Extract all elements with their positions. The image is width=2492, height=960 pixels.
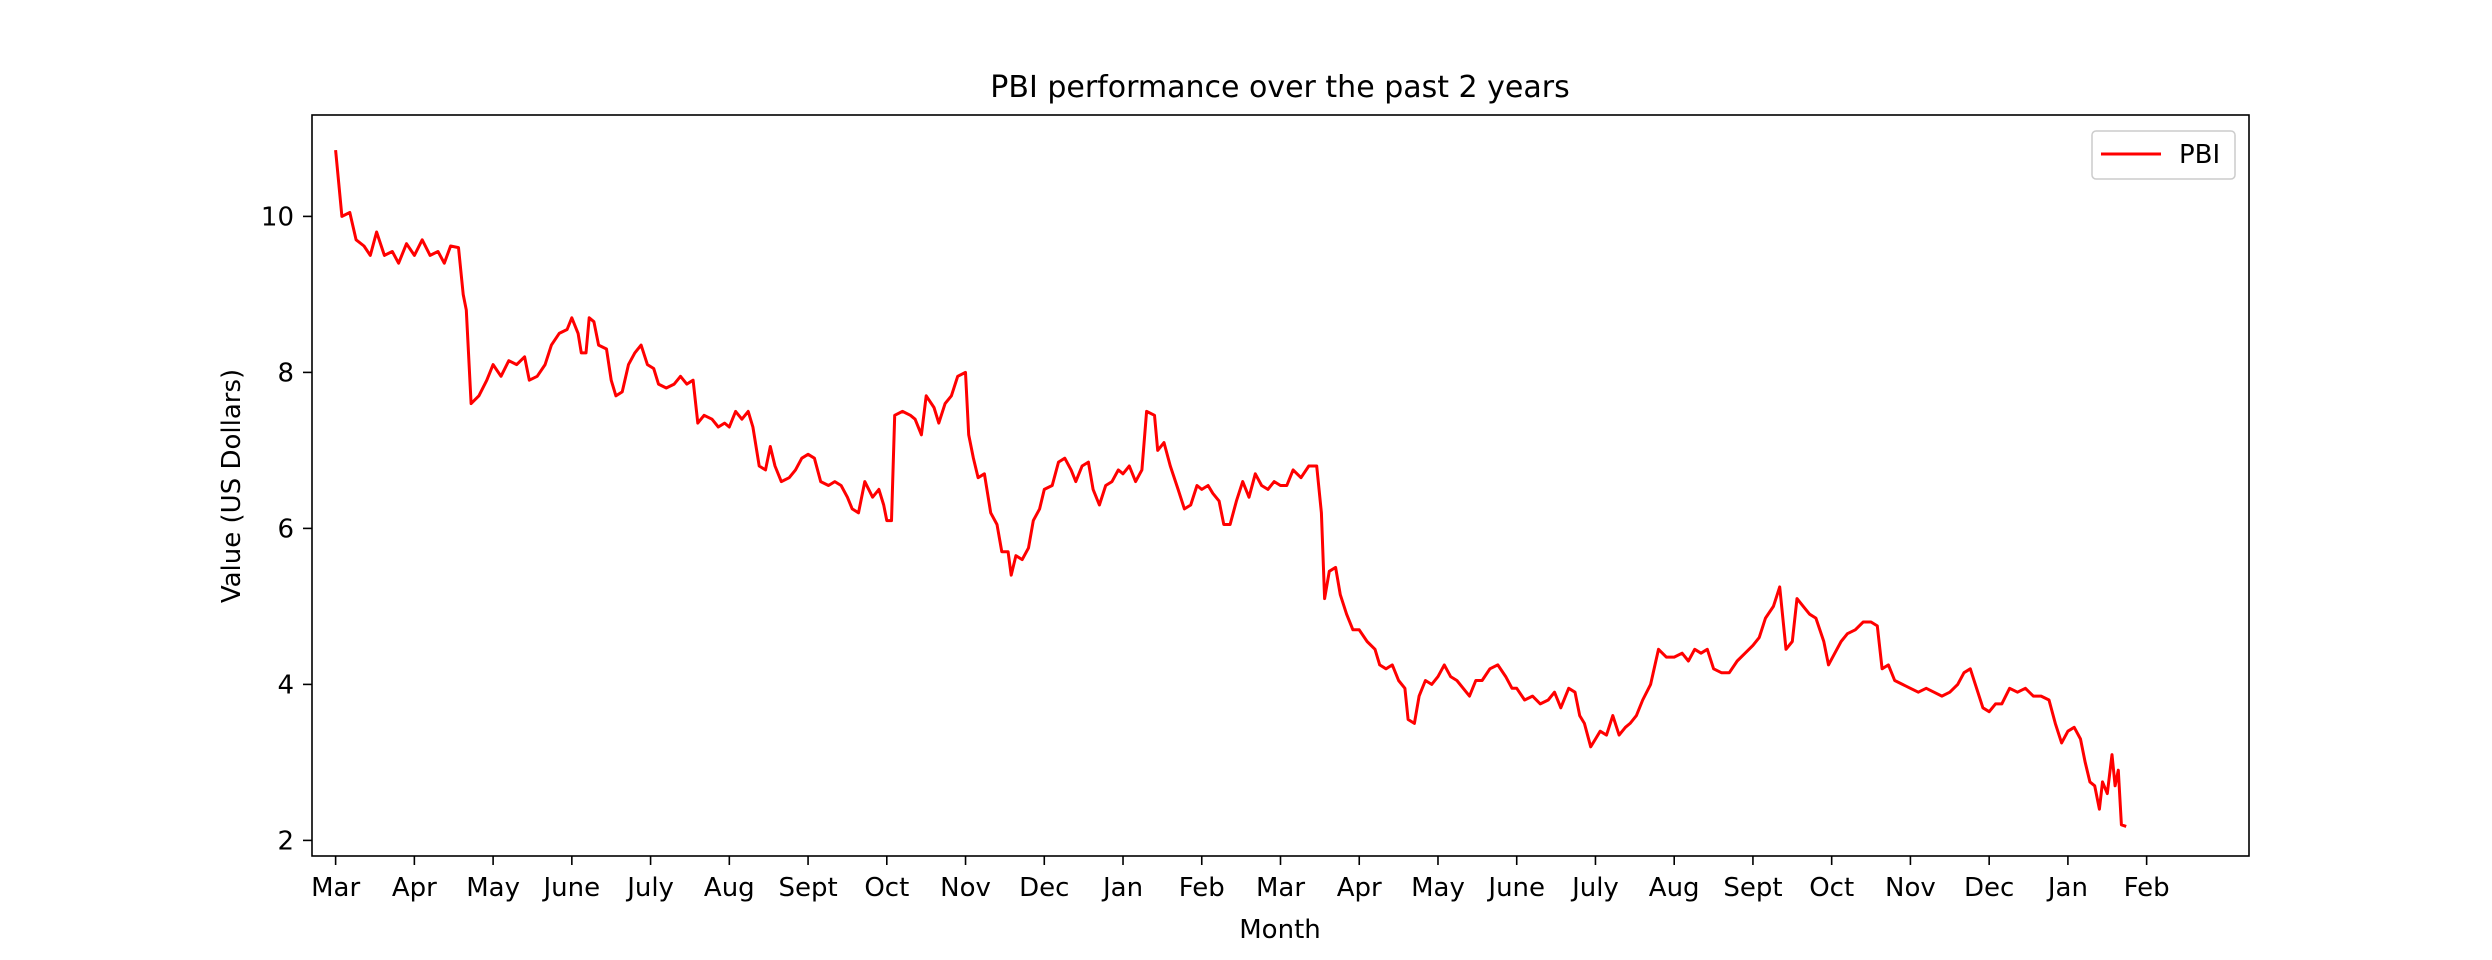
x-tick-label: Mar xyxy=(311,873,360,903)
x-tick-label: July xyxy=(625,873,674,903)
x-tick-label: Jan xyxy=(2046,873,2088,903)
x-tick-label: May xyxy=(466,873,520,903)
x-tick-label: Apr xyxy=(392,873,437,903)
x-tick-label: Nov xyxy=(940,873,991,903)
y-axis-ticks: 2 4 6 8 10 xyxy=(261,202,312,856)
y-tick-label: 8 xyxy=(277,358,294,388)
x-tick-label: Jan xyxy=(1101,873,1143,903)
legend: PBI xyxy=(2091,130,2236,180)
x-tick-label: Aug xyxy=(704,873,755,903)
x-tick-label: May xyxy=(1411,873,1465,903)
x-tick-label: Apr xyxy=(1337,873,1382,903)
y-tick-label: 6 xyxy=(277,514,294,544)
x-tick-label: Oct xyxy=(864,873,909,903)
x-axis-label: Month xyxy=(1239,915,1321,945)
x-axis-ticks: Mar Apr May June July Aug Sept Oct Nov Dec Jan Feb M… xyxy=(311,856,2170,903)
x-tick-label: Sept xyxy=(1723,873,1782,903)
series-line-pbi xyxy=(334,149,2127,828)
chart-title: PBI performance over the past 2 years xyxy=(990,70,1569,105)
x-tick-label: June xyxy=(542,873,601,903)
x-tick-label: Feb xyxy=(1179,873,1225,903)
legend-box xyxy=(2091,130,2236,180)
x-tick-label: Feb xyxy=(2124,873,2170,903)
y-tick-label: 2 xyxy=(277,826,294,856)
x-tick-label: Nov xyxy=(1885,873,1936,903)
x-tick-label: July xyxy=(1570,873,1619,903)
legend-label-pbi: PBI xyxy=(2179,140,2220,170)
x-tick-label: Oct xyxy=(1809,873,1854,903)
x-tick-label: Mar xyxy=(1256,873,1305,903)
x-tick-label: Aug xyxy=(1649,873,1700,903)
y-axis-label: Value (US Dollars) xyxy=(217,369,247,603)
y-tick-label: 10 xyxy=(261,202,294,232)
x-tick-label: Sept xyxy=(778,873,837,903)
series-layer xyxy=(334,149,2127,828)
x-tick-label: Dec xyxy=(1964,873,2014,903)
x-tick-label: Dec xyxy=(1019,873,1069,903)
y-tick-label: 4 xyxy=(277,670,294,700)
x-tick-label: June xyxy=(1486,873,1545,903)
